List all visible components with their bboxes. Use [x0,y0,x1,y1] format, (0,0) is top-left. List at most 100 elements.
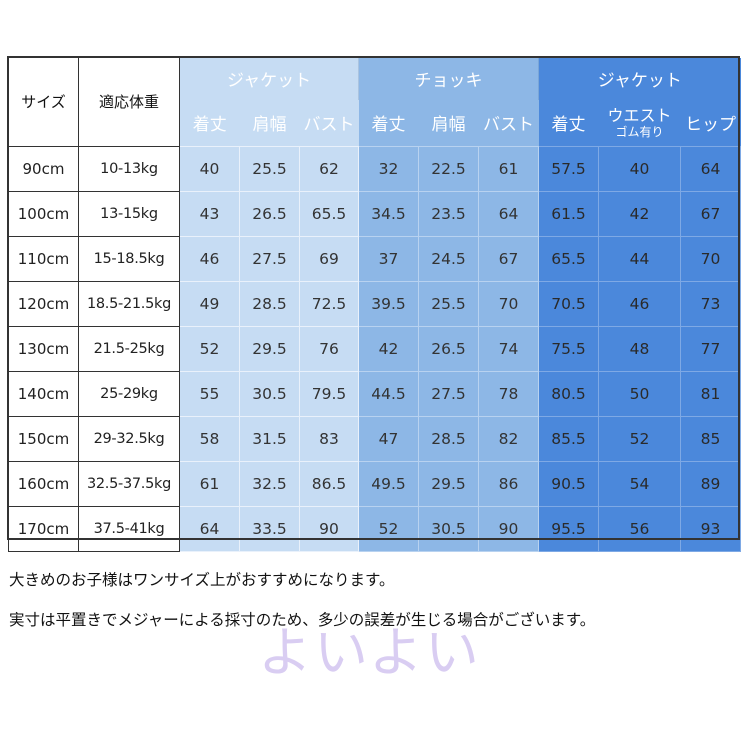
size-table-body: 90cm 10-13kg 40 25.5 62 32 22.5 61 57.5 40 64 100cm… [8,145,742,552]
measurement-cell: 29.5 [239,325,300,372]
table-row: 170cm 37.5-41kg 64 33.5 90 52 30.5 90 95.5 56 93 [8,505,742,552]
col-header-length: 着丈 [538,99,599,146]
measurement-cell: 46 [598,280,682,327]
measurement-cell: 83 [298,415,360,462]
measurement-cell: 28.5 [239,280,300,327]
measurement-cell: 23.5 [418,190,480,237]
measurement-cell: 86 [478,460,540,507]
measurement-cell: 93 [680,505,742,552]
measurement-cell: 56 [598,505,682,552]
col-header-shoulder: 肩幅 [239,99,300,146]
measurement-cell: 48 [598,325,682,372]
measurement-cell: 85 [680,415,742,462]
measurement-cell: 64 [179,505,240,552]
measurement-cell: 22.5 [418,145,480,192]
measurement-cell: 49 [179,280,240,327]
size-header: サイズ [8,57,79,147]
size-cell: 160cm [8,460,79,507]
measurement-cell: 90 [298,505,360,552]
measurement-cell: 37 [358,235,420,282]
measurement-cell: 32 [358,145,420,192]
measurement-cell: 28.5 [418,415,480,462]
measurement-cell: 39.5 [358,280,420,327]
weight-cell: 37.5-41kg [78,505,180,552]
weight-cell: 10-13kg [78,145,180,192]
measurement-cell: 49.5 [358,460,420,507]
measurement-cell: 64 [478,190,540,237]
group-header-jacket-2: ジャケット [538,57,741,100]
measurement-cell: 61.5 [538,190,600,237]
measurement-cell: 72.5 [298,280,360,327]
table-row: 100cm 13-15kg 43 26.5 65.5 34.5 23.5 64 61.5 42 67 [8,190,742,237]
measurement-cell: 40 [179,145,240,192]
measurement-cell: 46 [179,235,240,282]
measurement-cell: 42 [358,325,420,372]
measurement-cell: 65.5 [298,190,360,237]
measurement-cell: 58 [179,415,240,462]
group-header-vest: チョッキ [358,57,540,100]
size-cell: 90cm [8,145,79,192]
group-header-jacket: ジャケット [179,57,360,100]
table-row: 150cm 29-32.5kg 58 31.5 83 47 28.5 82 85.5 52 85 [8,415,742,462]
measurement-cell: 26.5 [239,190,300,237]
table-row: 160cm 32.5-37.5kg 61 32.5 86.5 49.5 29.5 86 90.5… [8,460,742,507]
measurement-cell: 52 [179,325,240,372]
measurement-cell: 50 [598,370,682,417]
measurement-cell: 78 [478,370,540,417]
measurement-cell: 27.5 [239,235,300,282]
measurement-cell: 76 [298,325,360,372]
measurement-cell: 79.5 [298,370,360,417]
measurement-cell: 86.5 [298,460,360,507]
measurement-cell: 70 [680,235,742,282]
note-measurement: 実寸は平置きでメジャーによる採寸のため、多少の誤差が生じる場合がございます。 [9,611,596,629]
measurement-cell: 74 [478,325,540,372]
waist-label: ウエスト [607,105,672,125]
size-cell: 130cm [8,325,79,372]
col-header-bust: バスト [299,99,359,146]
table-row: 90cm 10-13kg 40 25.5 62 32 22.5 61 57.5 40 64 [8,145,742,192]
weight-cell: 32.5-37.5kg [78,460,180,507]
column-header-row: 着丈 肩幅 バスト 着丈 肩幅 バスト 着丈 ウエスト ゴム有り ヒップ [9,99,741,146]
measurement-cell: 95.5 [538,505,600,552]
measurement-cell: 75.5 [538,325,600,372]
measurement-cell: 25.5 [418,280,480,327]
col-header-length: 着丈 [358,99,419,146]
measurement-cell: 57.5 [538,145,600,192]
size-cell: 150cm [8,415,79,462]
measurement-cell: 70.5 [538,280,600,327]
measurement-cell: 44 [598,235,682,282]
measurement-cell: 27.5 [418,370,480,417]
measurement-cell: 24.5 [418,235,480,282]
weight-cell: 18.5-21.5kg [78,280,180,327]
col-header-waist: ウエスト ゴム有り [598,99,681,146]
measurement-cell: 30.5 [418,505,480,552]
measurement-cell: 32.5 [239,460,300,507]
size-chart-table: サイズ 適応体重 ジャケット チョッキ ジャケット 着丈 肩幅 バスト 着丈 肩… [8,57,742,552]
size-cell: 110cm [8,235,79,282]
weight-cell: 13-15kg [78,190,180,237]
weight-cell: 29-32.5kg [78,415,180,462]
measurement-cell: 31.5 [239,415,300,462]
measurement-cell: 55 [179,370,240,417]
measurement-cell: 34.5 [358,190,420,237]
size-cell: 170cm [8,505,79,552]
measurement-cell: 82 [478,415,540,462]
col-header-hip: ヒップ [680,99,741,146]
measurement-cell: 67 [478,235,540,282]
measurement-cell: 40 [598,145,682,192]
weight-cell: 15-18.5kg [78,235,180,282]
table-row: 130cm 21.5-25kg 52 29.5 76 42 26.5 74 75.5 48 77 [8,325,742,372]
measurement-cell: 44.5 [358,370,420,417]
group-header-row: サイズ 適応体重 ジャケット チョッキ ジャケット [8,57,741,147]
measurement-cell: 61 [179,460,240,507]
measurement-cell: 77 [680,325,742,372]
measurement-cell: 80.5 [538,370,600,417]
table-row: 120cm 18.5-21.5kg 49 28.5 72.5 39.5 25.5 70 70.5… [8,280,742,327]
measurement-cell: 90.5 [538,460,600,507]
measurement-cell: 26.5 [418,325,480,372]
measurement-cell: 67 [680,190,742,237]
measurement-cell: 81 [680,370,742,417]
measurement-cell: 73 [680,280,742,327]
size-cell: 120cm [8,280,79,327]
weight-cell: 21.5-25kg [78,325,180,372]
